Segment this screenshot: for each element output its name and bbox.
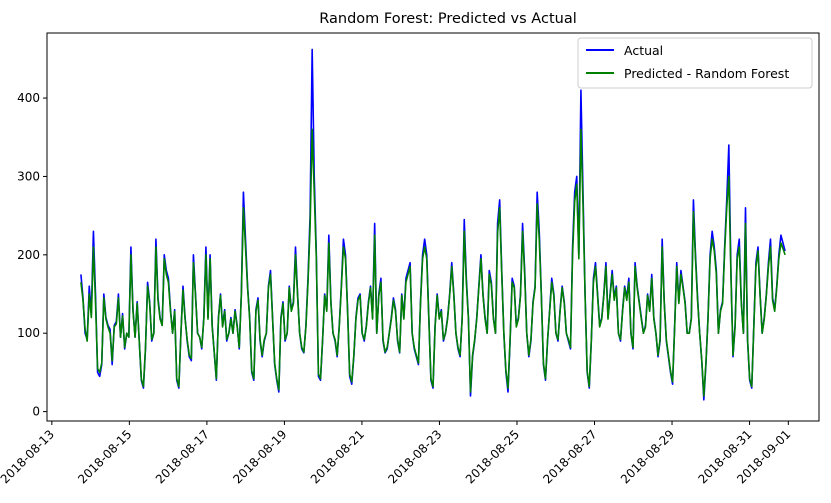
axes-frame: [46, 32, 820, 422]
legend-label-actual: Actual: [624, 43, 663, 58]
y-tick-label: 400: [17, 91, 40, 105]
legend: Actual Predicted - Random Forest: [577, 37, 813, 89]
legend-box: [577, 37, 813, 89]
y-tick-label: 300: [17, 169, 40, 183]
y-tick-label: 0: [32, 405, 40, 419]
y-tick-label: 200: [17, 248, 40, 262]
y-axis: 0 100 200 300 400: [17, 91, 47, 419]
series-line-1: [80, 128, 786, 397]
y-tick-label: 100: [17, 326, 40, 340]
chart-title: Random Forest: Predicted vs Actual: [319, 11, 576, 27]
legend-label-predicted: Predicted - Random Forest: [624, 66, 789, 81]
series-layer: [80, 48, 786, 401]
